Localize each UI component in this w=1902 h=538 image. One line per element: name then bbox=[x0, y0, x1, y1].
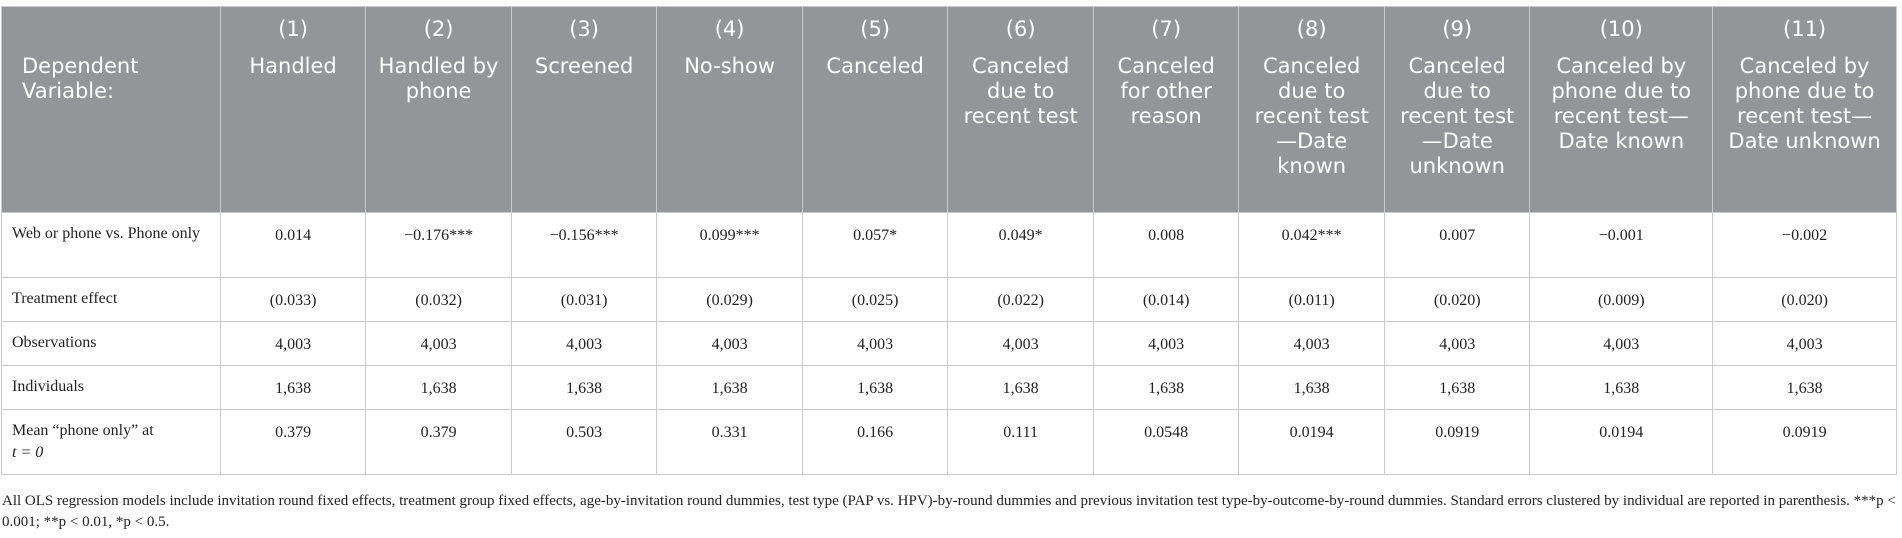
table-cell: 4,003 bbox=[1712, 321, 1897, 366]
table-cell: 4,003 bbox=[1092, 321, 1240, 366]
table-cell: 0.008 bbox=[1092, 212, 1240, 278]
row-label-time: t = 0 bbox=[12, 444, 44, 461]
column-label: No-show bbox=[656, 50, 803, 213]
row-label: Individuals bbox=[1, 365, 221, 410]
column-number: (9) bbox=[1383, 6, 1531, 50]
table-cell: 1,638 bbox=[365, 365, 512, 410]
table-cell: (0.014) bbox=[1092, 277, 1240, 322]
table-cell: −0.156*** bbox=[510, 212, 658, 278]
column-label-row: Dependent Variable: Handled Handled by p… bbox=[1, 50, 1897, 213]
table-cell: 4,003 bbox=[656, 321, 803, 366]
table-cell: (0.022) bbox=[947, 277, 1094, 322]
column-number: (7) bbox=[1092, 6, 1240, 50]
table-cell: (0.009) bbox=[1529, 277, 1714, 322]
column-number-row: (1) (2) (3) (4) (5) (6) (7) (8) (9) (10)… bbox=[1, 6, 1897, 50]
column-label: Canceled due to recent test—Date unknown bbox=[1383, 50, 1531, 213]
table-cell: 0.0194 bbox=[1238, 409, 1385, 475]
column-number: (5) bbox=[801, 6, 949, 50]
table-cell: −0.001 bbox=[1529, 212, 1714, 278]
column-label: Handled bbox=[219, 50, 367, 213]
row-label: Mean “phone only” at t = 0 bbox=[1, 409, 221, 475]
row-label: Treatment effect bbox=[1, 277, 221, 322]
table-cell: 0.099*** bbox=[656, 212, 803, 278]
table-row: Web or phone vs. Phone only 0.014 −0.176… bbox=[1, 212, 1897, 278]
column-number: (10) bbox=[1529, 6, 1714, 50]
table-cell: (0.029) bbox=[656, 277, 803, 322]
header-corner bbox=[1, 6, 221, 50]
table-cell: (0.020) bbox=[1712, 277, 1897, 322]
table-cell: 0.014 bbox=[219, 212, 367, 278]
table-cell: 1,638 bbox=[1712, 365, 1897, 410]
table-cell: −0.176*** bbox=[365, 212, 512, 278]
table-cell: (0.025) bbox=[801, 277, 949, 322]
table-cell: 0.379 bbox=[219, 409, 367, 475]
column-number: (6) bbox=[947, 6, 1094, 50]
table-cell: 4,003 bbox=[219, 321, 367, 366]
table-cell: 0.166 bbox=[801, 409, 949, 475]
table-cell: 0.049* bbox=[947, 212, 1094, 278]
row-label: Observations bbox=[1, 321, 221, 366]
table-cell: 4,003 bbox=[1238, 321, 1385, 366]
column-label: Canceled due to recent test—Date known bbox=[1238, 50, 1385, 213]
column-number: (3) bbox=[510, 6, 658, 50]
column-number: (1) bbox=[219, 6, 367, 50]
column-label: Canceled for other reason bbox=[1092, 50, 1240, 213]
table-cell: 0.042*** bbox=[1238, 212, 1385, 278]
table-cell: (0.033) bbox=[219, 277, 367, 322]
table-cell: 1,638 bbox=[1238, 365, 1385, 410]
table-cell: 1,638 bbox=[219, 365, 367, 410]
table-cell: −0.002 bbox=[1712, 212, 1897, 278]
table-cell: 0.0919 bbox=[1383, 409, 1531, 475]
table-cell: 4,003 bbox=[1529, 321, 1714, 366]
table-cell: 0.111 bbox=[947, 409, 1094, 475]
table-cell: 1,638 bbox=[656, 365, 803, 410]
table-cell: 4,003 bbox=[510, 321, 658, 366]
table-cell: 1,638 bbox=[947, 365, 1094, 410]
table-cell: 4,003 bbox=[1383, 321, 1531, 366]
table-cell: 1,638 bbox=[1529, 365, 1714, 410]
row-label-text: Mean “phone only” at bbox=[12, 422, 154, 439]
column-label: Canceled by phone due to recent test—Dat… bbox=[1712, 50, 1897, 213]
column-label: Canceled due to recent test bbox=[947, 50, 1094, 213]
table-cell: 4,003 bbox=[947, 321, 1094, 366]
table-cell: 4,003 bbox=[801, 321, 949, 366]
table-cell: 0.379 bbox=[365, 409, 512, 475]
table-cell: 0.331 bbox=[656, 409, 803, 475]
table-cell: 1,638 bbox=[1383, 365, 1531, 410]
table-cell: 4,003 bbox=[365, 321, 512, 366]
table-cell: 0.503 bbox=[510, 409, 658, 475]
table-cell: 0.0919 bbox=[1712, 409, 1897, 475]
table-row: Individuals 1,638 1,638 1,638 1,638 1,63… bbox=[1, 365, 1897, 410]
column-label: Canceled bbox=[801, 50, 949, 213]
column-number: (4) bbox=[656, 6, 803, 50]
table-cell: 0.007 bbox=[1383, 212, 1531, 278]
table-cell: (0.032) bbox=[365, 277, 512, 322]
column-number: (11) bbox=[1712, 6, 1897, 50]
column-label: Screened bbox=[510, 50, 658, 213]
dependent-variable-label: Dependent Variable: bbox=[1, 50, 221, 213]
table-row: Mean “phone only” at t = 0 0.379 0.379 0.… bbox=[1, 409, 1897, 475]
table-cell: 1,638 bbox=[801, 365, 949, 410]
column-number: (8) bbox=[1238, 6, 1385, 50]
table-cell: 1,638 bbox=[510, 365, 658, 410]
table-row: Treatment effect (0.033) (0.032) (0.031)… bbox=[1, 277, 1897, 322]
table-cell: 0.057* bbox=[801, 212, 949, 278]
column-label: Handled by phone bbox=[365, 50, 512, 213]
table-cell: (0.020) bbox=[1383, 277, 1531, 322]
table-cell: (0.031) bbox=[510, 277, 658, 322]
table-cell: 1,638 bbox=[1092, 365, 1240, 410]
table-cell: 0.0194 bbox=[1529, 409, 1714, 475]
column-number: (2) bbox=[365, 6, 512, 50]
table-cell: (0.011) bbox=[1238, 277, 1385, 322]
table-row: Observations 4,003 4,003 4,003 4,003 4,0… bbox=[1, 321, 1897, 366]
table-footnote: All OLS regression models include invita… bbox=[2, 493, 1896, 530]
row-label: Web or phone vs. Phone only bbox=[1, 212, 221, 278]
table-cell: 0.0548 bbox=[1092, 409, 1240, 475]
column-label: Canceled by phone due to recent test—Dat… bbox=[1529, 50, 1714, 213]
regression-table: (1) (2) (3) (4) (5) (6) (7) (8) (9) (10)… bbox=[1, 6, 1897, 475]
